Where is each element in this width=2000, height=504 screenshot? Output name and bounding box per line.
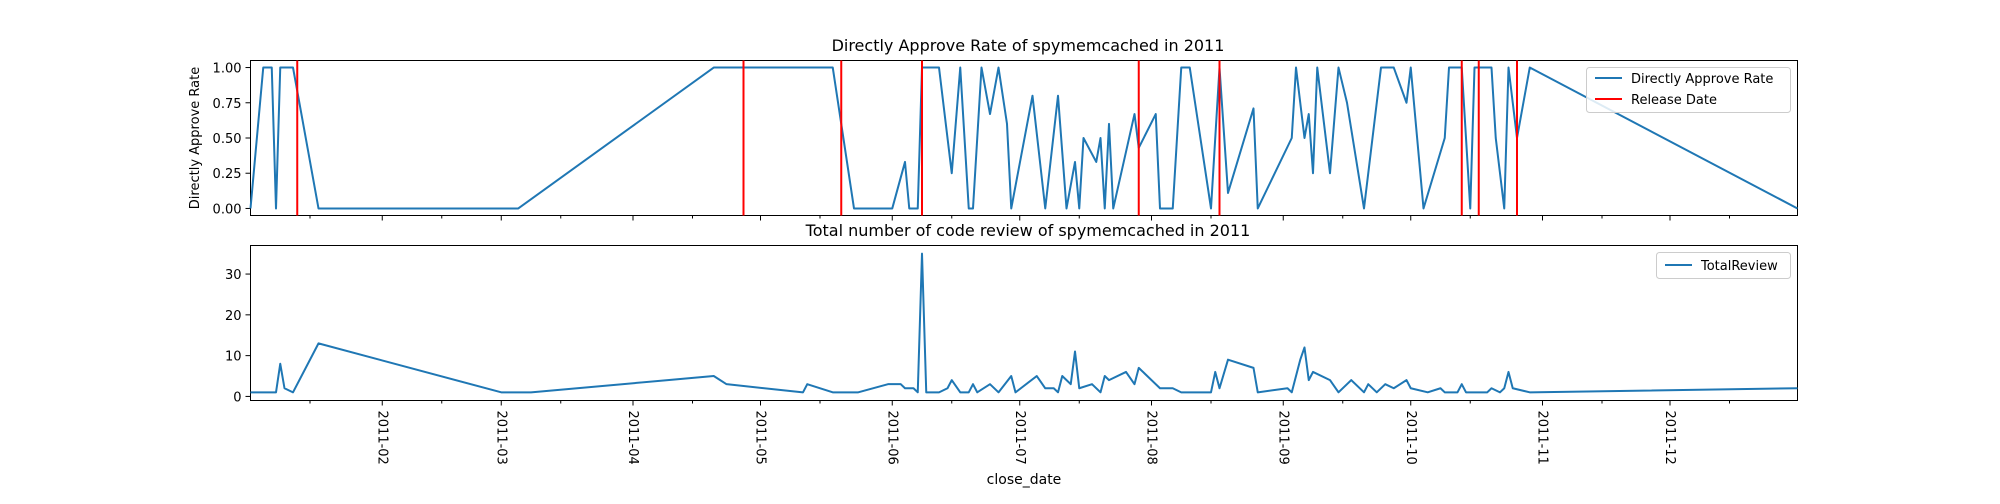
- top-x-axis: [310, 216, 1730, 221]
- total-review-panel: Total number of code review of spymemcac…: [225, 221, 1798, 488]
- x-tick-label: 2011-12: [1662, 411, 1677, 465]
- x-tick-label: 2011-06: [884, 411, 899, 465]
- approve-rate-panel: Directly Approve Rate of spymemcached in…: [188, 36, 1798, 221]
- x-tick-label: 2011-03: [493, 411, 508, 465]
- top-y-axis: 0.00 0.25 0.50 0.75 1.00: [213, 62, 251, 218]
- bottom-series-group: [250, 254, 1797, 393]
- top-y-tick-label: 0.25: [213, 167, 242, 182]
- x-tick-label: 2011-02: [374, 411, 389, 465]
- x-tick-label: 2011-11: [1535, 411, 1550, 465]
- top-y-tick-label: 1.00: [213, 62, 242, 77]
- x-tick-label: 2011-10: [1403, 411, 1418, 465]
- top-y-axis-label: Directly Approve Rate: [188, 67, 203, 209]
- top-series-group: [250, 67, 1797, 208]
- top-y-tick-label: 0.50: [213, 132, 242, 147]
- legend-label-release-date: Release Date: [1631, 93, 1717, 108]
- bottom-legend: TotalReview: [1657, 253, 1791, 279]
- top-chart-title: Directly Approve Rate of spymemcached in…: [832, 36, 1225, 55]
- bottom-chart-title: Total number of code review of spymemcac…: [805, 221, 1251, 240]
- x-tick-label: 2011-05: [753, 411, 768, 465]
- top-y-tick-label: 0.75: [213, 97, 242, 112]
- legend-label-total-review: TotalReview: [1700, 259, 1778, 274]
- x-tick-label: 2011-09: [1275, 411, 1290, 465]
- top-y-tick-label: 0.00: [213, 202, 242, 217]
- bottom-x-axis: 2011-02 2011-03 2011-04 2011-05 2011-06 2011-…: [310, 401, 1730, 465]
- bottom-series-line: [251, 254, 1798, 393]
- x-axis-label: close_date: [987, 472, 1062, 488]
- x-tick-label: 2011-08: [1144, 411, 1159, 465]
- legend-label-approve-rate: Directly Approve Rate: [1631, 72, 1773, 87]
- bottom-y-tick-label: 30: [225, 268, 242, 283]
- bottom-plot-frame: [251, 246, 1798, 401]
- bottom-y-tick-label: 10: [225, 350, 242, 365]
- top-series-line: [251, 68, 1798, 209]
- bottom-y-axis: 0 10 20 30: [225, 268, 251, 405]
- x-tick-label: 2011-04: [625, 411, 640, 465]
- bottom-y-tick-label: 20: [225, 309, 242, 324]
- x-tick-label: 2011-07: [1012, 411, 1027, 465]
- top-legend: Directly Approve Rate Release Date: [1587, 68, 1791, 113]
- bottom-y-tick-label: 0: [233, 390, 241, 405]
